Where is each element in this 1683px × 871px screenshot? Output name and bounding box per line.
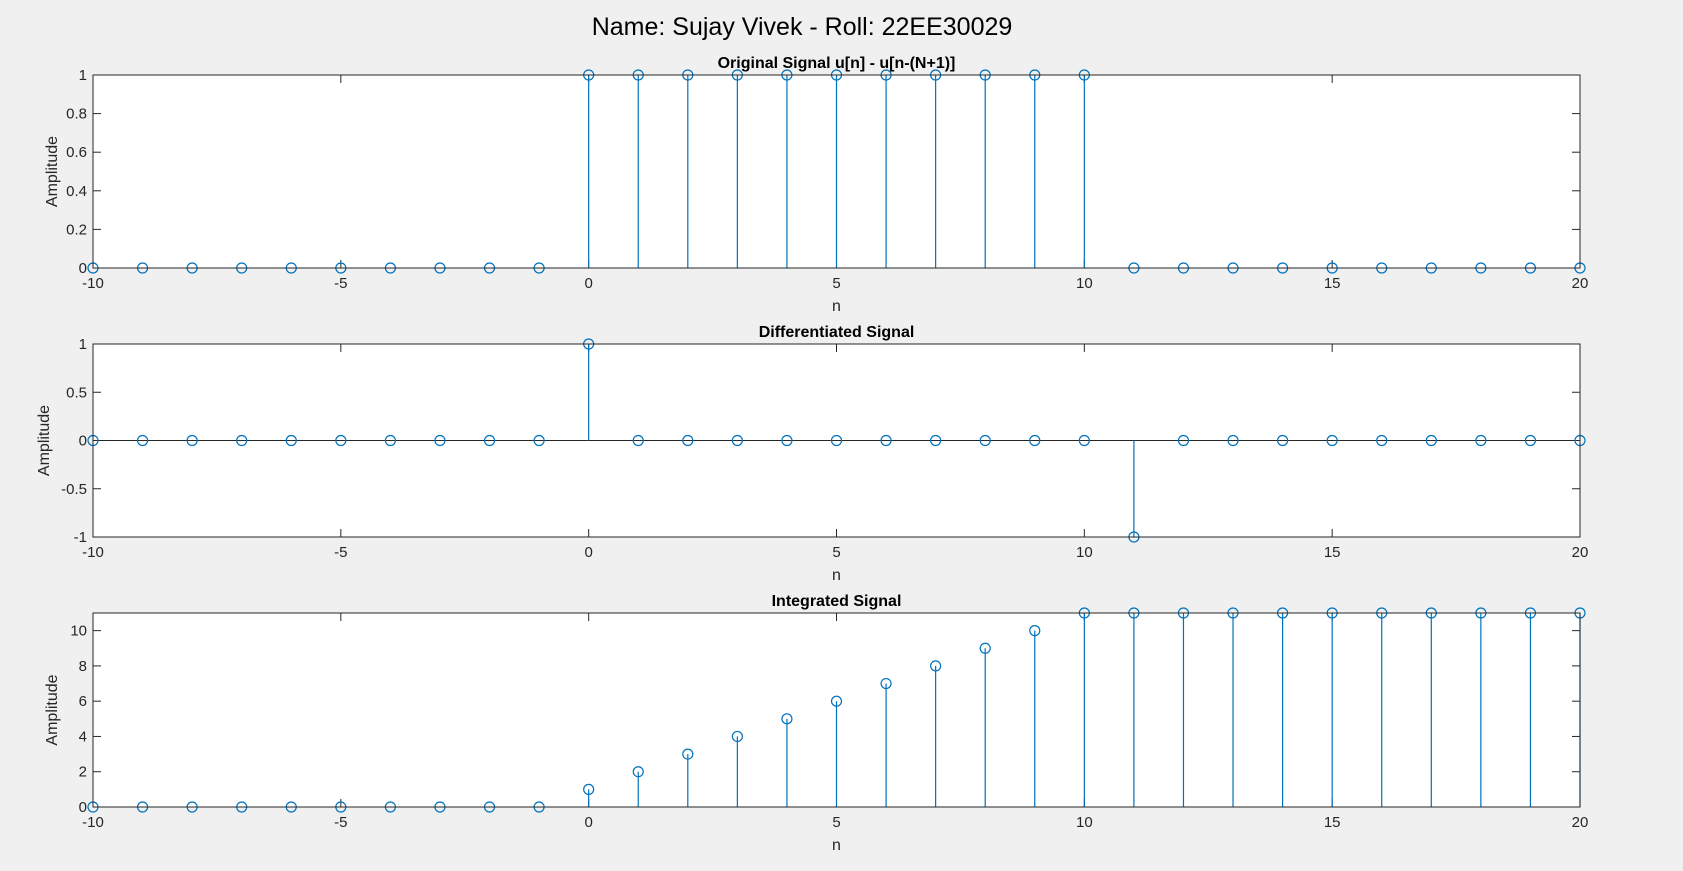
x-tick-label: -10 (82, 275, 104, 292)
x-tick-label: 5 (832, 544, 840, 561)
stem-marker (1326, 434, 1338, 447)
stem-marker (1029, 434, 1041, 447)
y-axis-label: Amplitude (36, 405, 53, 476)
subplot-title: Integrated Signal (772, 593, 902, 610)
y-tick-label: 6 (79, 693, 87, 710)
x-tick-label: -5 (334, 814, 347, 831)
y-tick-label: 0.5 (66, 384, 87, 401)
x-tick-label: -10 (82, 814, 104, 831)
x-tick-label: 10 (1076, 814, 1093, 831)
stem-marker (930, 660, 942, 672)
stem-marker (1227, 434, 1239, 447)
x-tick-label: 15 (1324, 275, 1341, 292)
stem-marker (1177, 434, 1190, 447)
y-tick-label: 0.6 (66, 144, 87, 161)
subplot-title: Original Signal u[n] - u[n-(N+1)] (718, 55, 956, 72)
x-tick-label: 0 (584, 544, 592, 561)
stem-marker (781, 713, 793, 725)
x-tick-label: 20 (1572, 814, 1589, 831)
x-tick-label: -5 (334, 275, 347, 292)
x-tick-label: 20 (1572, 275, 1589, 292)
stem-marker (483, 434, 496, 447)
x-tick-label: 0 (584, 814, 592, 831)
x-tick-label: 20 (1572, 544, 1589, 561)
stem-marker (880, 677, 892, 690)
stem-marker (830, 434, 843, 447)
stem-marker (1029, 625, 1041, 637)
stem-marker (335, 434, 347, 447)
y-tick-label: 0.4 (66, 183, 87, 200)
stem-marker (830, 695, 843, 707)
axes-box (92, 343, 1581, 538)
stem-marker (136, 434, 149, 447)
axes-box (92, 612, 1581, 808)
y-tick-label: 8 (79, 658, 87, 675)
subplot-2: -10 -5 0 5 10 15 20 -1 -0.5 0 0.5 1 Differentiated S… (36, 324, 1588, 584)
y-tick-label: 1 (79, 336, 87, 353)
stem-marker (880, 434, 892, 447)
y-tick-label: 0 (79, 799, 87, 816)
y-tick-label: 0.2 (66, 221, 87, 238)
subplot-1: -10 -5 0 5 10 15 20 0 0.2 0.4 0.6 0.8 1 Original Sign… (44, 55, 1588, 315)
y-tick-label: 0 (79, 433, 87, 450)
x-axis-label: n (832, 298, 841, 315)
x-tick-label: -5 (334, 544, 347, 561)
stem-marker (682, 434, 694, 447)
stem-marker (1376, 434, 1388, 447)
x-tick-label: 5 (832, 814, 840, 831)
stem-marker (731, 434, 743, 447)
stem-marker (434, 434, 446, 447)
y-tick-label: 2 (79, 764, 87, 781)
y-tick-label: 10 (70, 623, 87, 640)
figure-super-title: Name: Sujay Vivek - Roll: 22EE30029 (592, 13, 1013, 41)
y-tick-label: -0.5 (61, 481, 87, 498)
stem-marker (979, 642, 991, 654)
stem-marker (731, 730, 743, 743)
x-axis-label: n (832, 567, 841, 584)
stem-marker (781, 434, 793, 447)
x-tick-label: 15 (1324, 544, 1341, 561)
stem-marker (632, 434, 644, 447)
y-tick-label: 0 (79, 260, 87, 277)
x-tick-label: 15 (1324, 814, 1341, 831)
stem-marker (1475, 434, 1487, 447)
stem-marker (1524, 434, 1537, 447)
x-tick-label: 0 (584, 275, 592, 292)
stem-marker (1078, 434, 1090, 447)
stem-marker (930, 434, 942, 447)
stem-marker (186, 434, 198, 447)
x-tick-label: 5 (832, 275, 840, 292)
stem-marker (285, 434, 297, 447)
x-tick-label: 10 (1076, 275, 1093, 292)
stem-marker (1425, 434, 1437, 447)
y-axis-label: Amplitude (44, 136, 61, 207)
x-tick-label: 10 (1076, 544, 1093, 561)
y-tick-label: 4 (79, 728, 87, 745)
y-axis-label: Amplitude (44, 674, 61, 745)
y-tick-label: 1 (79, 67, 87, 84)
stem-marker (979, 434, 991, 447)
stem-marker (632, 766, 644, 778)
y-tick-label: 0.8 (66, 106, 87, 123)
stem-marker (533, 434, 545, 447)
axes-box (92, 74, 1581, 269)
stem-marker (583, 783, 595, 795)
x-axis-label: n (832, 837, 841, 854)
stem-marker (384, 434, 396, 447)
subplot-3: -10 -5 0 5 10 15 20 0 2 4 6 8 10 Integrated Signal n Am… (44, 593, 1588, 854)
subplot-title: Differentiated Signal (759, 324, 915, 341)
x-tick-label: -10 (82, 544, 104, 561)
y-tick-label: -1 (74, 529, 87, 546)
stem-marker (682, 748, 694, 760)
stem-marker (236, 434, 248, 447)
stem-marker (1276, 434, 1289, 447)
